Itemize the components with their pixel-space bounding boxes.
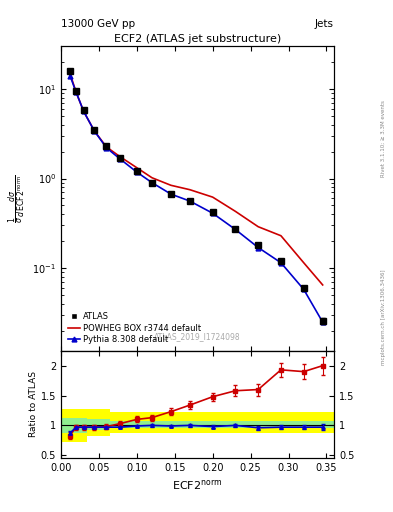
X-axis label: ECF2$^{\mathrm{norm}}$: ECF2$^{\mathrm{norm}}$: [173, 479, 222, 492]
Legend: ATLAS, POWHEG BOX r3744 default, Pythia 8.308 default: ATLAS, POWHEG BOX r3744 default, Pythia …: [65, 310, 204, 347]
Text: Rivet 3.1.10; ≥ 3.3M events: Rivet 3.1.10; ≥ 3.3M events: [381, 100, 386, 177]
Text: mcplots.cern.ch [arXiv:1306.3436]: mcplots.cern.ch [arXiv:1306.3436]: [381, 270, 386, 365]
Y-axis label: $\frac{1}{\sigma}\frac{d\sigma}{d\,\mathrm{ECF2}^{\mathrm{norm}}}$: $\frac{1}{\sigma}\frac{d\sigma}{d\,\math…: [7, 174, 29, 223]
Text: ATLAS_2019_I1724098: ATLAS_2019_I1724098: [154, 333, 241, 342]
Text: 13000 GeV pp: 13000 GeV pp: [61, 19, 135, 29]
Text: Jets: Jets: [315, 19, 334, 29]
Y-axis label: Ratio to ATLAS: Ratio to ATLAS: [29, 372, 38, 437]
Title: ECF2 (ATLAS jet substructure): ECF2 (ATLAS jet substructure): [114, 34, 281, 44]
